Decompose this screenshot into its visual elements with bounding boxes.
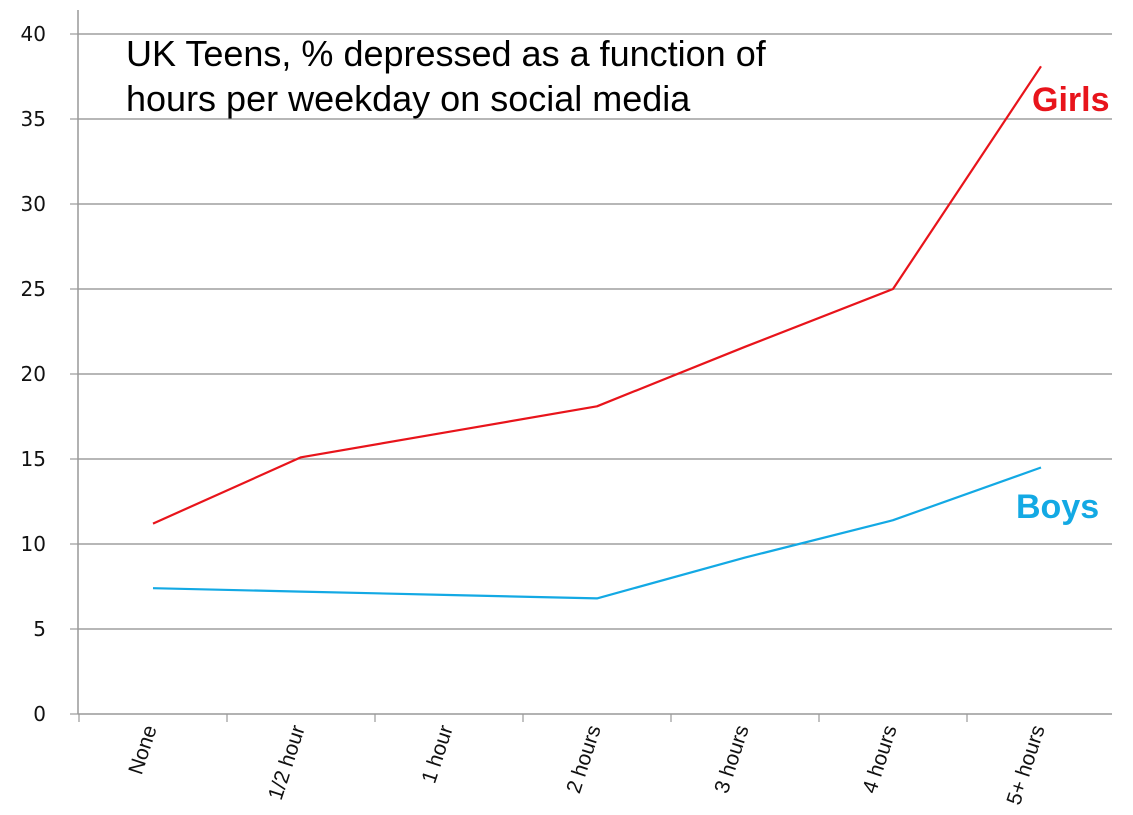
chart-title-line-1: UK Teens, % depressed as a function of <box>126 33 767 74</box>
chart-title-line-2: hours per weekday on social media <box>126 78 691 119</box>
series-line-girls <box>152 65 1042 525</box>
y-tick-label: 5 <box>33 617 46 641</box>
x-category-label: 4 hours <box>858 722 902 796</box>
chart-title: UK Teens, % depressed as a function of h… <box>126 33 767 119</box>
y-tick-label: 0 <box>33 702 46 726</box>
y-tick-label: 20 <box>21 362 46 386</box>
x-category-label: None <box>124 722 161 777</box>
x-category-label: 2 hours <box>562 722 606 796</box>
y-tick-label: 30 <box>21 192 46 216</box>
x-category-label: 1/2 hour <box>264 722 310 802</box>
y-tick-label: 40 <box>21 22 46 46</box>
x-category-labels: None 1/2 hour 1 hour 2 hours 3 hours 4 hours 5… <box>124 722 1049 807</box>
x-category-label: 5+ hours <box>1002 722 1049 807</box>
y-tick-label: 15 <box>21 447 46 471</box>
axes <box>77 10 1112 715</box>
x-category-label: 1 hour <box>417 722 457 786</box>
y-tick-label: 25 <box>21 277 46 301</box>
series-label-boys: Boys <box>1016 488 1099 526</box>
y-tick-label: 35 <box>21 107 46 131</box>
y-tick-labels: 0 5 10 15 20 25 30 35 40 <box>21 22 46 726</box>
y-tick-label: 10 <box>21 532 46 556</box>
x-tick-marks <box>78 714 968 722</box>
series-label-girls: Girls <box>1032 81 1109 119</box>
series-labels: Girls Boys <box>1016 81 1109 526</box>
x-category-label: 3 hours <box>710 722 754 796</box>
gridlines <box>70 33 1112 715</box>
series-line-boys <box>152 466 1042 600</box>
series-lines <box>152 65 1042 600</box>
